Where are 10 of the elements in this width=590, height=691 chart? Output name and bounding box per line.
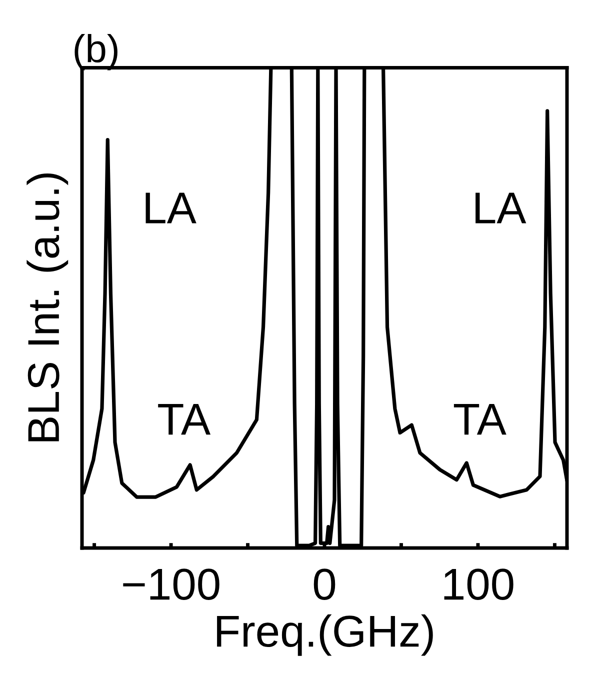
x-tick-label: −100 (123, 568, 220, 600)
chart-title: (b) (74, 34, 118, 70)
annotation: LA (476, 192, 526, 224)
x-axis-title: Freq.(GHz) (217, 614, 433, 656)
x-tick-label: 0 (314, 568, 336, 600)
y-axis-title: BLS Int. (a.u.) (26, 173, 68, 442)
annotation: TA (158, 404, 211, 435)
x-tick-label: 100 (444, 568, 514, 600)
annotation: TA (454, 404, 506, 435)
annotation: LA (146, 192, 196, 224)
